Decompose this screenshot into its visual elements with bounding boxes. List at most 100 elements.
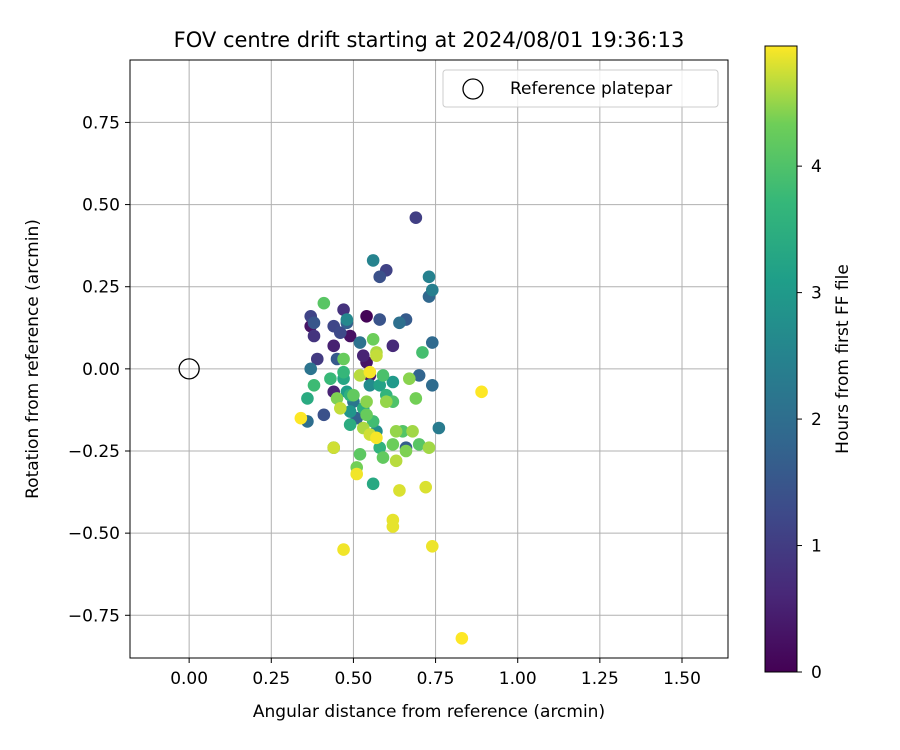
y-tick-label: 0.75 [82,113,120,133]
data-point [356,349,370,363]
data-point [363,378,377,392]
y-tick-label: 0.50 [82,196,120,216]
x-tick-label: 0.50 [334,669,372,689]
data-point [455,631,469,645]
data-point [360,309,373,323]
x-tick-label: 0.75 [417,669,455,689]
data-point [409,392,423,405]
colorbar-ticks: 0 1 2 3 4 [797,157,822,683]
colorbar-tick-label: 3 [811,284,822,304]
colorbar-tick-label: 4 [811,157,822,177]
data-point [370,431,383,445]
x-tick-label: 1.50 [663,669,701,689]
data-point [337,303,350,317]
data-point [304,362,318,376]
data-point [386,375,400,389]
plot-frame [129,59,729,659]
data-point [419,480,433,494]
data-point [360,408,373,422]
x-tick-label: 1.25 [581,669,619,689]
data-point [363,365,377,379]
reference-platepar-marker [178,358,200,380]
data-point [333,401,347,415]
data-point [412,369,426,382]
data-point [432,421,446,435]
data-point [376,369,390,382]
data-point [373,378,387,392]
data-point [373,441,387,455]
data-point [317,408,331,422]
data-point [475,385,488,399]
chart-title: FOV centre drift starting at 2024/08/01 … [174,28,685,52]
data-point [366,332,380,346]
data-point [376,451,390,464]
y-tick-label: −0.75 [68,606,120,626]
data-point [389,424,403,438]
data-point [425,283,439,297]
data-point [402,372,416,386]
data-point [386,438,400,451]
colorbar-tick-label: 2 [811,410,822,430]
x-axis-ticks: 0.00 0.25 0.50 0.75 1.00 1.25 1.50 [170,658,701,689]
data-points [178,211,488,645]
data-point [343,418,357,432]
data-point [366,477,380,491]
legend-marker-reference [462,78,484,100]
legend: Reference platepar [442,69,719,108]
y-axis-ticks: 0.75 0.50 0.25 0.00 −0.25 −0.50 −0.75 [68,113,130,626]
legend-box [442,69,719,108]
colorbar-tick-label: 0 [811,663,822,683]
x-axis-label: Angular distance from reference (arcmin) [253,702,605,722]
grid-lines [130,60,728,658]
y-axis-label: Rotation from reference (arcmin) [23,219,43,499]
y-tick-label: −0.50 [68,524,120,544]
data-point [301,392,314,405]
y-tick-label: −0.25 [68,442,120,462]
data-point [386,520,400,533]
data-point [307,316,321,330]
y-tick-label: 0.00 [82,360,120,380]
data-point [337,365,350,379]
colorbar-gradient [764,45,798,673]
data-point [360,395,373,409]
data-point [310,352,324,366]
data-point [317,296,331,310]
data-point [337,543,350,556]
legend-label-reference: Reference platepar [510,79,672,99]
data-point [330,392,344,405]
data-point [389,454,403,468]
data-point [366,254,380,267]
data-point [327,441,341,455]
data-point [343,329,357,343]
data-point [337,352,350,366]
data-point [370,349,383,363]
data-point [347,388,360,402]
data-point [333,326,347,340]
data-point [416,346,429,359]
data-point [343,405,357,418]
data-point [373,313,387,326]
colorbar-label: Hours from first FF file [833,264,853,454]
data-point [425,539,439,553]
data-point [294,411,308,425]
colorbar-tick-label: 1 [811,537,822,557]
data-point [340,313,354,326]
y-tick-label: 0.25 [82,278,120,298]
x-tick-label: 0.25 [252,669,290,689]
data-point [422,270,436,284]
data-point [399,444,413,458]
data-point [379,395,393,409]
data-point [422,441,436,455]
data-point [353,447,367,461]
data-point [425,336,439,349]
data-point [353,336,367,349]
x-tick-label: 1.00 [499,669,537,689]
data-point [409,211,423,225]
data-point [406,424,419,438]
data-point [307,329,321,343]
data-point [425,378,439,392]
data-point [353,369,367,382]
data-point [373,270,387,284]
data-point [412,438,426,451]
